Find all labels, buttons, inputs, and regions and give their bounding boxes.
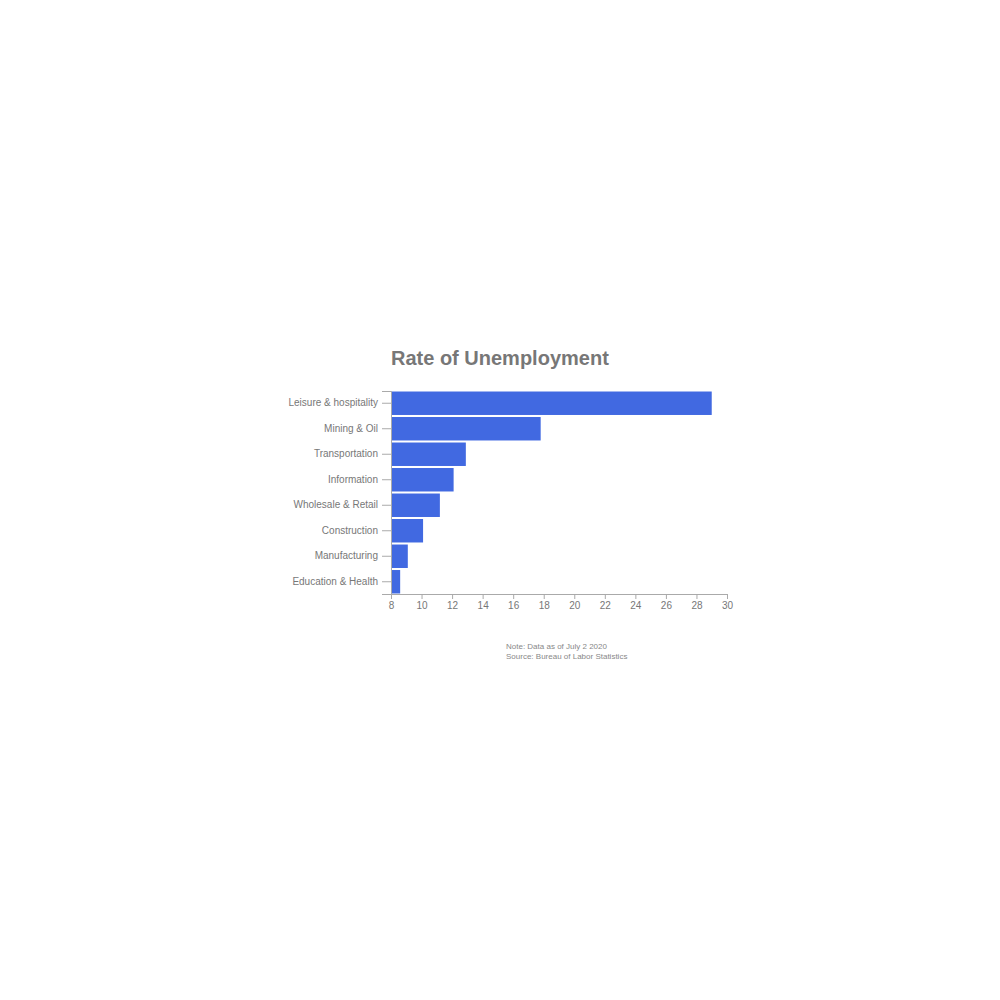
x-tick-label: 30	[722, 600, 734, 611]
x-tick-mark	[635, 594, 636, 599]
y-axis: Leisure & hospitality Mining & Oil Transpo…	[289, 392, 392, 595]
x-tick: 28	[691, 594, 703, 611]
x-tick-mark	[696, 594, 697, 599]
bar	[391, 570, 400, 593]
x-tick-label: 14	[478, 600, 490, 611]
x-tick: 22	[600, 594, 612, 611]
x-tick: 30	[722, 594, 734, 611]
x-axis: 8 10 12 14 16 18 20 22 24 26 28 30	[389, 594, 734, 611]
x-tick-mark	[574, 594, 575, 599]
y-tick: Mining & Oil	[324, 423, 391, 434]
y-tick: Construction	[322, 525, 391, 536]
y-tick: Manufacturing	[315, 550, 391, 561]
y-tick-label: Leisure & hospitality	[289, 397, 379, 408]
y-tick-mark	[382, 530, 391, 531]
x-tick: 26	[661, 594, 673, 611]
bar	[391, 417, 541, 440]
y-tick-label: Construction	[322, 525, 378, 536]
y-tick-mark	[382, 556, 391, 557]
y-tick-label: Transportation	[314, 448, 378, 459]
y-tick-mark	[382, 505, 391, 506]
x-tick-mark	[666, 594, 667, 599]
bar	[391, 392, 712, 415]
x-tick-label: 20	[569, 600, 581, 611]
bars	[391, 392, 712, 594]
x-tick-mark	[544, 594, 545, 599]
y-tick: Leisure & hospitality	[289, 397, 392, 408]
annotation: Source: Bureau of Labor Statistics	[506, 652, 627, 661]
annotation: Note: Data as of July 2 2020	[506, 642, 608, 651]
x-axis-line	[392, 595, 728, 600]
x-tick: 24	[630, 594, 642, 611]
bar	[391, 519, 423, 542]
x-tick: 20	[569, 594, 581, 611]
x-tick-label: 24	[630, 600, 642, 611]
bar	[391, 494, 440, 517]
x-tick: 16	[508, 594, 520, 611]
chart-title: Rate of Unemployment	[391, 347, 609, 369]
x-tick-mark	[513, 594, 514, 599]
y-axis-line	[382, 392, 392, 595]
y-tick-label: Manufacturing	[315, 550, 378, 561]
y-tick: Wholesale & Retail	[294, 499, 391, 510]
x-tick: 10	[416, 594, 428, 611]
x-tick: 8	[389, 594, 395, 611]
y-tick: Transportation	[314, 448, 391, 459]
x-tick-label: 22	[600, 600, 612, 611]
x-tick: 18	[539, 594, 551, 611]
x-tick: 14	[478, 594, 490, 611]
x-tick-label: 8	[389, 600, 395, 611]
y-tick: Education & Health	[292, 576, 391, 587]
y-tick-mark	[382, 454, 391, 455]
y-tick-label: Mining & Oil	[324, 423, 378, 434]
y-tick-label: Information	[328, 474, 378, 485]
bar	[391, 468, 454, 491]
x-tick-mark	[483, 594, 484, 599]
chart-svg: Rate of Unemployment 8 10 12 14 16 18 20 22 24 26 2…	[0, 0, 1000, 1000]
x-tick-label: 12	[447, 600, 459, 611]
x-tick-mark	[452, 594, 453, 599]
x-tick-label: 10	[416, 600, 428, 611]
y-tick-mark	[382, 428, 391, 429]
x-tick-mark	[727, 594, 728, 599]
chart-container: Rate of Unemployment 8 10 12 14 16 18 20 22 24 26 2…	[0, 0, 1000, 1000]
bar	[391, 545, 408, 568]
x-tick-label: 26	[661, 600, 673, 611]
y-tick-label: Wholesale & Retail	[294, 499, 378, 510]
background	[0, 0, 1000, 1000]
bar	[391, 443, 466, 466]
x-tick-mark	[422, 594, 423, 599]
y-tick-mark	[382, 403, 391, 404]
y-tick-mark	[382, 479, 391, 480]
x-tick-label: 18	[539, 600, 551, 611]
y-tick: Information	[328, 474, 391, 485]
x-tick-label: 16	[508, 600, 520, 611]
x-tick: 12	[447, 594, 459, 611]
y-tick-label: Education & Health	[292, 576, 378, 587]
y-tick-mark	[382, 581, 391, 582]
x-tick-mark	[605, 594, 606, 599]
x-tick-label: 28	[691, 600, 703, 611]
